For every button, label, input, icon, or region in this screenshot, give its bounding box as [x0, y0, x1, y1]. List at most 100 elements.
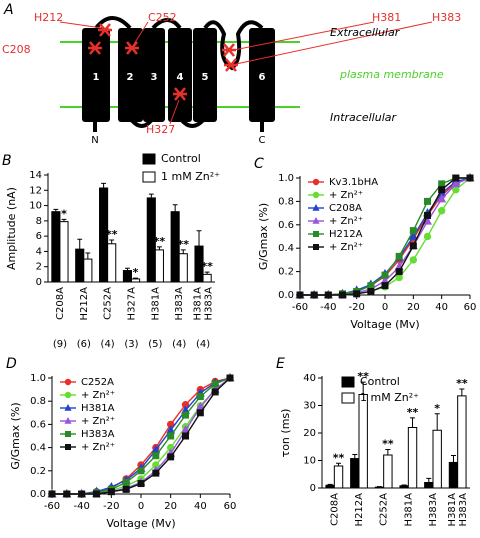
terminus-label: N: [91, 135, 98, 146]
error-bar: [426, 477, 432, 483]
x-tick-label: H383A: [428, 493, 439, 527]
marker: [324, 291, 332, 299]
panel-a: A 1 2 3 4 5 6: [2, 2, 461, 146]
marker: [196, 393, 204, 401]
error-bar: [434, 413, 440, 431]
legend-swatch: [341, 376, 355, 388]
x-tick-label: -20: [103, 501, 119, 512]
marker: [437, 193, 447, 203]
marker: [310, 291, 318, 299]
marker: [78, 490, 86, 498]
y-tick-label: 0.2: [30, 466, 46, 477]
y-tick-label: 1.0: [30, 373, 46, 384]
y-tick-label: 0.8: [30, 396, 46, 407]
y-tick-label: 0: [36, 277, 42, 288]
legend-swatch: [142, 153, 156, 165]
legend-marker: [64, 378, 72, 386]
marker: [122, 485, 130, 493]
y-tick-label: 0.0: [30, 489, 46, 500]
marker: [167, 453, 175, 461]
helix-number: 2: [127, 72, 134, 83]
x-tick-label: 40: [435, 302, 448, 313]
x-tick-label: 40: [194, 501, 207, 512]
legend-label: + Zn²⁺: [81, 390, 115, 401]
marker: [48, 490, 56, 498]
marker: [438, 186, 446, 194]
y-tick-label: 0.8: [278, 196, 294, 207]
marker: [424, 197, 431, 205]
y-tick-label: 0.4: [30, 443, 46, 454]
region-label: Intracellular: [330, 111, 397, 124]
helices: [82, 28, 275, 122]
bar: [122, 270, 133, 283]
error-bar: [352, 453, 358, 459]
marker: [196, 409, 204, 417]
helix-number: 5: [202, 72, 209, 83]
x-tick-label: H383A: [204, 287, 215, 321]
x-tick-label: -40: [320, 302, 336, 313]
marker: [381, 271, 389, 279]
x-tick-label: C208A: [55, 287, 66, 320]
error-bar: [385, 449, 391, 455]
y-tick-label: 0.2: [278, 267, 294, 278]
legend-label: H381A: [81, 403, 115, 414]
marker: [167, 432, 175, 440]
significance: **: [407, 406, 419, 419]
y-tick-label: 10: [303, 456, 316, 467]
panel-label: E: [276, 356, 285, 372]
marker: [409, 256, 418, 264]
x-tick-label: -60: [292, 302, 308, 313]
x-tick-label: 60: [224, 501, 237, 512]
legend-marker: [64, 404, 72, 411]
y-tick-label: 0.6: [30, 419, 46, 430]
y-tick-label: 14: [29, 170, 42, 181]
loops: [93, 16, 264, 132]
x-tick-label: -20: [348, 302, 364, 313]
marker: [423, 232, 432, 241]
legend-marker: [64, 417, 72, 424]
marker: [152, 469, 160, 477]
helix-number: 1: [93, 72, 100, 83]
bar: [350, 458, 360, 489]
legend-marker: [312, 217, 320, 224]
legend-label: C252A: [81, 377, 114, 388]
legend-label: + Zn²⁺: [329, 242, 363, 253]
site-label: H381: [372, 11, 401, 24]
x-tick-label: 0: [382, 302, 388, 313]
bar: [333, 465, 344, 489]
region-label: Extracellular: [330, 26, 401, 39]
x-tick-label: C252A: [103, 287, 114, 320]
category-note: (4): [196, 339, 210, 350]
bar: [194, 245, 204, 283]
x-tick-label: -40: [73, 501, 89, 512]
bar: [99, 187, 109, 283]
marker: [137, 480, 145, 488]
legend-marker: [312, 191, 320, 199]
error-bar: [148, 193, 154, 198]
legend-label: + Zn²⁺: [81, 442, 115, 453]
category-note: (9): [53, 339, 67, 350]
bar: [448, 461, 459, 489]
marker: [211, 388, 219, 396]
helix-number: 6: [259, 72, 266, 83]
region-label: plasma membrane: [339, 68, 444, 81]
panel-label: C: [254, 156, 264, 172]
marker: [438, 180, 446, 188]
bar: [59, 221, 69, 283]
error-bar: [85, 252, 91, 260]
x-tick-label: H383A: [458, 493, 469, 527]
legend-label: 1 mM Zn²⁺: [360, 391, 419, 404]
legend-marker: [313, 231, 319, 237]
error-bar: [410, 417, 416, 428]
y-tick-label: 0.4: [278, 243, 294, 254]
bar: [424, 482, 434, 489]
bar: [399, 485, 409, 489]
legend-label: Kv3.1bHA: [329, 177, 378, 188]
marker: [107, 488, 115, 496]
y-tick-label: 8: [36, 216, 42, 227]
helix-number: 3: [151, 72, 158, 83]
site-markers: [88, 23, 238, 101]
x-tick-label: 20: [407, 302, 420, 313]
legend-marker: [65, 431, 71, 437]
